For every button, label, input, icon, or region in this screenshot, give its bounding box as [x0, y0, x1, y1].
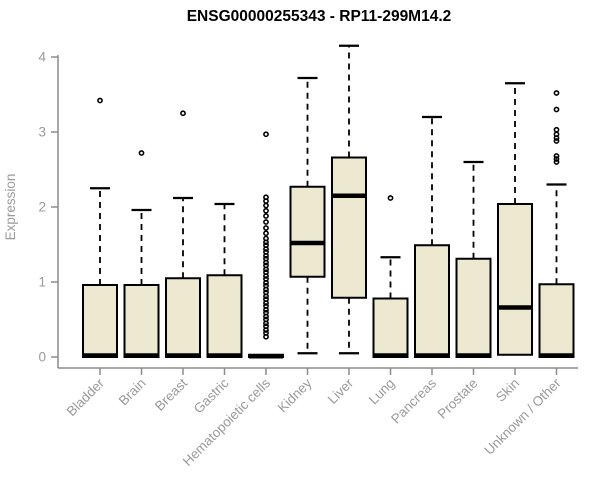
box-iqr [455, 257, 492, 358]
chart-title: ENSG00000255343 - RP11-299M14.2 [187, 8, 452, 25]
x-tick-label: Liver [325, 375, 357, 407]
box-iqr [123, 284, 160, 358]
outlier-point [263, 194, 269, 201]
x-tick-label: Skin [493, 376, 522, 405]
y-tick-label: 1 [38, 275, 46, 290]
outlier-point [263, 316, 269, 323]
boxes-group [82, 44, 575, 359]
outlier-point [263, 296, 269, 303]
x-tick-label: Breast [152, 375, 190, 413]
box-iqr [206, 274, 243, 358]
box-iqr [414, 244, 450, 358]
box-group-liver [331, 44, 367, 355]
outlier-point [263, 269, 269, 276]
box-iqr [331, 156, 367, 299]
outlier-point [263, 213, 269, 219]
box-iqr [82, 284, 118, 358]
x-tick-label: Lung [366, 376, 398, 408]
y-tick-label: 4 [38, 50, 46, 65]
outlier-point [263, 262, 269, 269]
outlier-point [180, 110, 186, 117]
outlier-point [263, 219, 269, 225]
outlier-point [263, 289, 269, 296]
outlier-point [263, 242, 269, 249]
outlier-point [97, 97, 103, 104]
x-tick-label: Kidney [275, 375, 315, 415]
outlier-point [553, 159, 560, 165]
outlier-point [263, 255, 269, 262]
box-group-hematopoietic-cells [248, 131, 284, 359]
outlier-point [263, 202, 269, 209]
outlier-point [263, 276, 269, 282]
outlier-point [263, 323, 269, 330]
box-iqr [289, 185, 326, 278]
outlier-point [553, 106, 560, 113]
box-group-skin [497, 82, 533, 356]
y-tick-label: 0 [38, 350, 46, 365]
box-group-breast [165, 110, 201, 358]
x-tick-label: Gastric [191, 375, 232, 416]
outlier-point [263, 207, 269, 214]
box-group-kidney [289, 76, 326, 355]
outlier-point [263, 309, 269, 316]
outlier-point [553, 126, 560, 133]
box-group-unknown-other [538, 90, 575, 358]
box-group-pancreas [414, 115, 450, 358]
outlier-point [553, 153, 560, 159]
box-iqr [497, 203, 533, 356]
y-axis-label: Expression [3, 174, 18, 241]
outlier-point [553, 90, 560, 96]
outlier-point [263, 235, 269, 242]
outlier-point [263, 230, 269, 237]
box-group-brain [123, 150, 160, 358]
outlier-point [263, 131, 269, 138]
outlier-point [553, 156, 560, 162]
x-tick-label: Brain [116, 376, 149, 409]
outlier-point [387, 195, 394, 201]
x-tick-label: Prostate [434, 376, 480, 422]
outlier-point [263, 303, 269, 309]
box-iqr [372, 297, 409, 358]
box-iqr [165, 277, 201, 358]
outlier-point [263, 282, 269, 289]
x-tick-label: Pancreas [388, 375, 439, 426]
y-tick-label: 3 [38, 125, 46, 140]
outlier-point [263, 249, 269, 255]
box-group-bladder [82, 97, 118, 358]
outlier-point [263, 225, 269, 231]
box-group-lung [372, 195, 409, 358]
x-tick-label: Unknown / Other [481, 375, 564, 458]
y-tick-label: 2 [38, 200, 46, 215]
box-iqr [538, 283, 575, 358]
outlier-point [263, 330, 269, 336]
outlier-point [553, 131, 560, 138]
box-group-gastric [206, 202, 243, 358]
outlier-point [138, 150, 145, 156]
box-group-prostate [455, 160, 492, 358]
x-tick-label: Bladder [64, 375, 108, 419]
outlier-point [553, 138, 560, 144]
